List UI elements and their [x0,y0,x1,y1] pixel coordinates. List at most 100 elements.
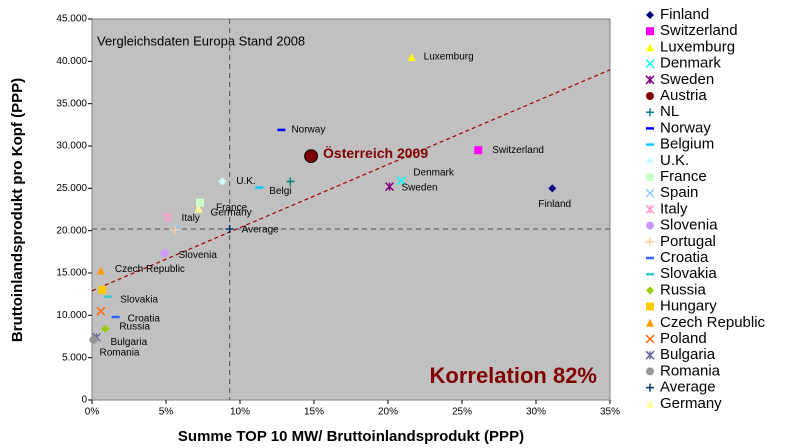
legend-label: Spain [660,184,698,201]
legend-label: Luxemburg [660,38,735,55]
legend-label: Germany [660,395,722,412]
plot-area [91,18,611,401]
marker [171,223,181,233]
x-tick-label: 30% [526,407,546,418]
marker [162,212,173,222]
marker [548,184,557,193]
legend-marker [646,383,654,392]
legend-marker [646,108,654,117]
point-label: Luxemburg [424,52,474,63]
x-tick-label: 5% [159,407,174,418]
point-label: Germany [211,207,252,218]
legend-label: Finland [660,6,709,23]
point-label: Finland [538,199,571,210]
legend-marker [645,75,655,85]
legend-label: Norway [660,119,711,136]
annotation: Vergleichsdaten Europa Stand 2008 [97,33,305,48]
marker [407,53,416,62]
legend-marker [645,334,655,344]
marker [225,224,234,233]
marker [89,335,98,344]
marker [474,146,483,155]
x-tick-label: 25% [452,407,472,418]
legend-label: France [660,168,707,185]
point-label: Croatia [128,314,161,325]
legend-marker [645,350,655,360]
legend-marker [646,11,654,19]
legend-marker [646,237,654,246]
legend-label: Bulgaria [660,346,716,363]
point-label: Slovenia [179,250,218,261]
legend-marker [646,367,654,376]
legend-label: Denmark [660,55,721,72]
legend-label: Romania [660,362,721,379]
x-tick-label: 15% [304,407,324,418]
legend-label: Slovenia [660,217,718,234]
legend-label: Average [660,379,716,396]
legend-label: Croatia [660,249,709,266]
marker [170,225,179,234]
x-axis-title: Summe TOP 10 MW/ Bruttoinlandsprodukt (P… [178,428,524,445]
marker [196,198,205,207]
legend-marker [645,204,655,214]
y-tick-label: 5.000 [62,352,87,363]
y-tick-label: 20.000 [56,225,87,236]
point-label: U.K. [236,176,255,187]
legend-label: Austria [660,87,707,104]
y-tick-label: 30.000 [56,141,87,152]
legend-label: Russia [660,281,707,298]
point-label: Norway [291,125,325,136]
legend-marker [646,27,654,36]
point-label: Russia [119,322,150,333]
legend-marker [646,286,654,295]
legend-marker [646,43,654,52]
marker [194,204,203,213]
point-label: Average [242,225,280,236]
y-tick-label: 15.000 [56,268,87,279]
point-label: Belgi [269,186,291,197]
point-label: Italy [181,213,199,224]
y-axis-title: Bruttoinlandsprodukt pro Kopf (PPP) [9,78,26,342]
legend-label: Switzerland [660,22,738,39]
point-label: Switzerland [492,145,544,156]
legend-marker [646,302,654,311]
legend-marker [646,92,654,100]
legend-marker [646,399,654,408]
marker [96,306,106,316]
y-tick-label: 10.000 [56,310,87,321]
point-label: Slovakia [120,294,158,305]
marker [304,149,318,164]
marker [384,182,395,192]
legend-label: Sweden [660,71,714,88]
legend-marker [646,318,654,327]
point-label: Denmark [413,167,455,178]
legend-label: Poland [660,330,707,347]
marker [101,324,110,333]
x-tick-label: 0% [85,407,100,418]
legend-label: Hungary [660,298,717,315]
x-tick-label: 10% [230,407,250,418]
point-label: Österreich 2009 [323,145,428,161]
trendline [91,69,611,292]
marker [160,249,169,258]
marker [98,285,107,294]
legend-label: Portugal [660,233,716,250]
marker [96,266,105,275]
legend-marker [646,156,654,165]
legend-label: U.K. [660,152,689,169]
legend-marker [646,221,654,230]
legend-marker [645,59,655,69]
point-label: Czech Republic [115,264,185,275]
legend-marker [646,173,654,181]
legend-marker [645,188,655,198]
y-tick-label: 0 [81,395,87,406]
y-tick-label: 45.000 [56,14,87,25]
legend-label: NL [660,103,679,120]
legend-label: Belgium [660,136,714,153]
correlation-label: Korrelation 82% [430,363,598,388]
legend-label: Czech Republic [660,314,766,331]
legend-label: Slovakia [660,265,717,282]
legend-label: Italy [660,200,688,217]
marker [286,177,295,186]
